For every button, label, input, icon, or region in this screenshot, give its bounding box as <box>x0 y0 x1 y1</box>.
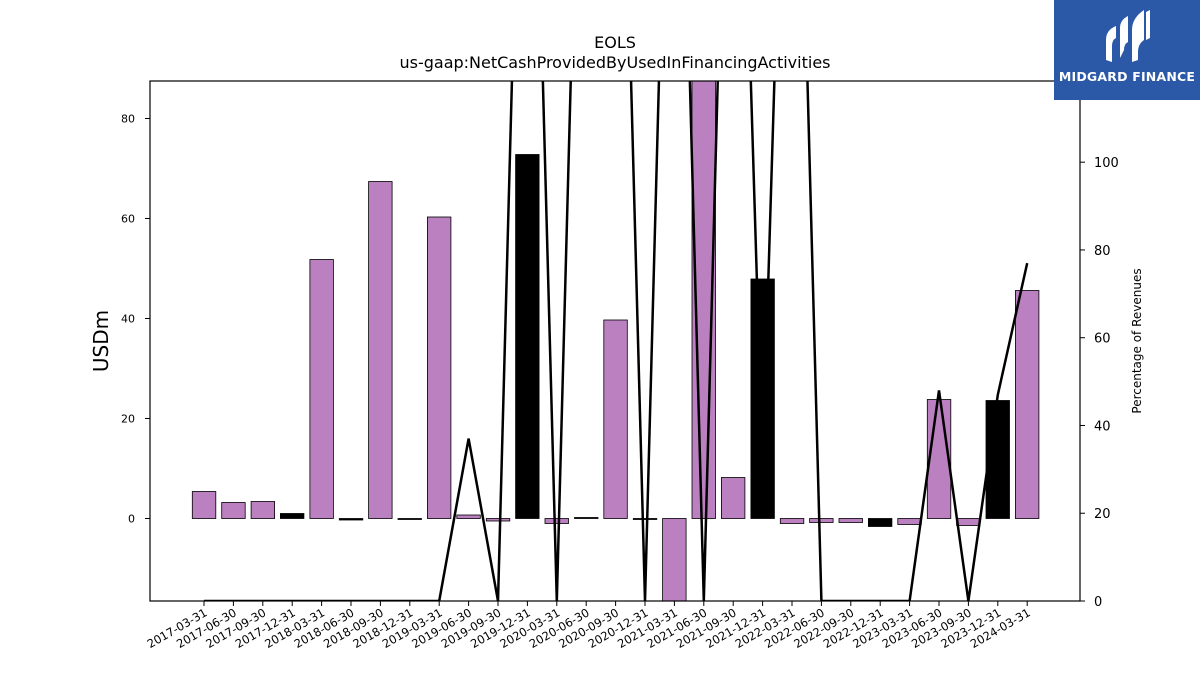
bar-2017-06-30 <box>221 502 246 519</box>
bar-2020-03-31 <box>544 518 569 524</box>
left-tick-label: 20 <box>121 413 135 426</box>
bar-2022-06-30 <box>809 518 834 523</box>
right-tick-label: 60 <box>1094 332 1111 347</box>
brand-emblem-icon <box>1106 10 1150 62</box>
bar-2019-03-31 <box>426 216 452 519</box>
bar-2017-12-31 <box>279 513 305 519</box>
bar-2018-03-31 <box>309 259 334 519</box>
bar-2024-03-31 <box>1015 290 1040 519</box>
y-axis-label: USDm <box>89 310 113 372</box>
chart-subtitle: us-gaap:NetCashProvidedByUsedInFinancing… <box>399 53 831 72</box>
brand-logo: MIDGARD FINANCE <box>1054 0 1200 100</box>
bar-2019-12-31 <box>515 154 540 519</box>
chart-title: EOLS <box>594 33 636 52</box>
bar-2023-03-31 <box>897 518 922 525</box>
bar-2022-03-31 <box>779 518 805 524</box>
left-axis: 0 20 40 60 80 <box>121 113 150 526</box>
bar-2020-06-30 <box>574 517 599 519</box>
bar-2018-06-30 <box>338 518 364 521</box>
bar-2017-09-30 <box>250 501 276 519</box>
bar-2022-12-31 <box>868 518 893 527</box>
bar-2021-12-31 <box>750 278 775 519</box>
right-tick-label: 100 <box>1094 156 1119 171</box>
right-tick-label: 0 <box>1094 595 1102 610</box>
plot-frame <box>149 80 1081 602</box>
bar-2021-03-31 <box>662 518 687 601</box>
left-tick-label: 40 <box>121 313 135 326</box>
bar-2018-09-30 <box>368 181 393 519</box>
bar-2018-12-31 <box>397 518 422 520</box>
x-axis: 2017-03-312017-06-302017-09-302017-12-31… <box>145 601 1033 651</box>
right-axis: 0 20 40 60 80 100 <box>1080 156 1119 610</box>
bar-2017-03-31 <box>191 491 217 519</box>
brand-name: MIDGARD FINANCE <box>1058 69 1196 84</box>
bar-2023-09-30 <box>956 518 981 526</box>
right-tick-label: 80 <box>1094 244 1111 259</box>
left-tick-label: 60 <box>121 213 135 226</box>
bar-2019-06-30 <box>456 514 481 519</box>
bar-2021-09-30 <box>721 477 746 519</box>
left-tick-label: 80 <box>121 113 135 126</box>
right-tick-label: 40 <box>1094 419 1111 434</box>
left-tick-label: 0 <box>128 513 135 526</box>
right-tick-label: 20 <box>1094 507 1111 522</box>
y-axis-right-label: Percentage of Revenues <box>1130 268 1144 413</box>
bar-2020-12-31 <box>632 518 658 520</box>
bar-2022-09-30 <box>838 518 863 523</box>
bar-series <box>191 81 1040 601</box>
bar-2023-06-30 <box>926 399 952 519</box>
bar-2019-09-30 <box>485 518 511 522</box>
bar-2020-09-30 <box>603 319 628 519</box>
